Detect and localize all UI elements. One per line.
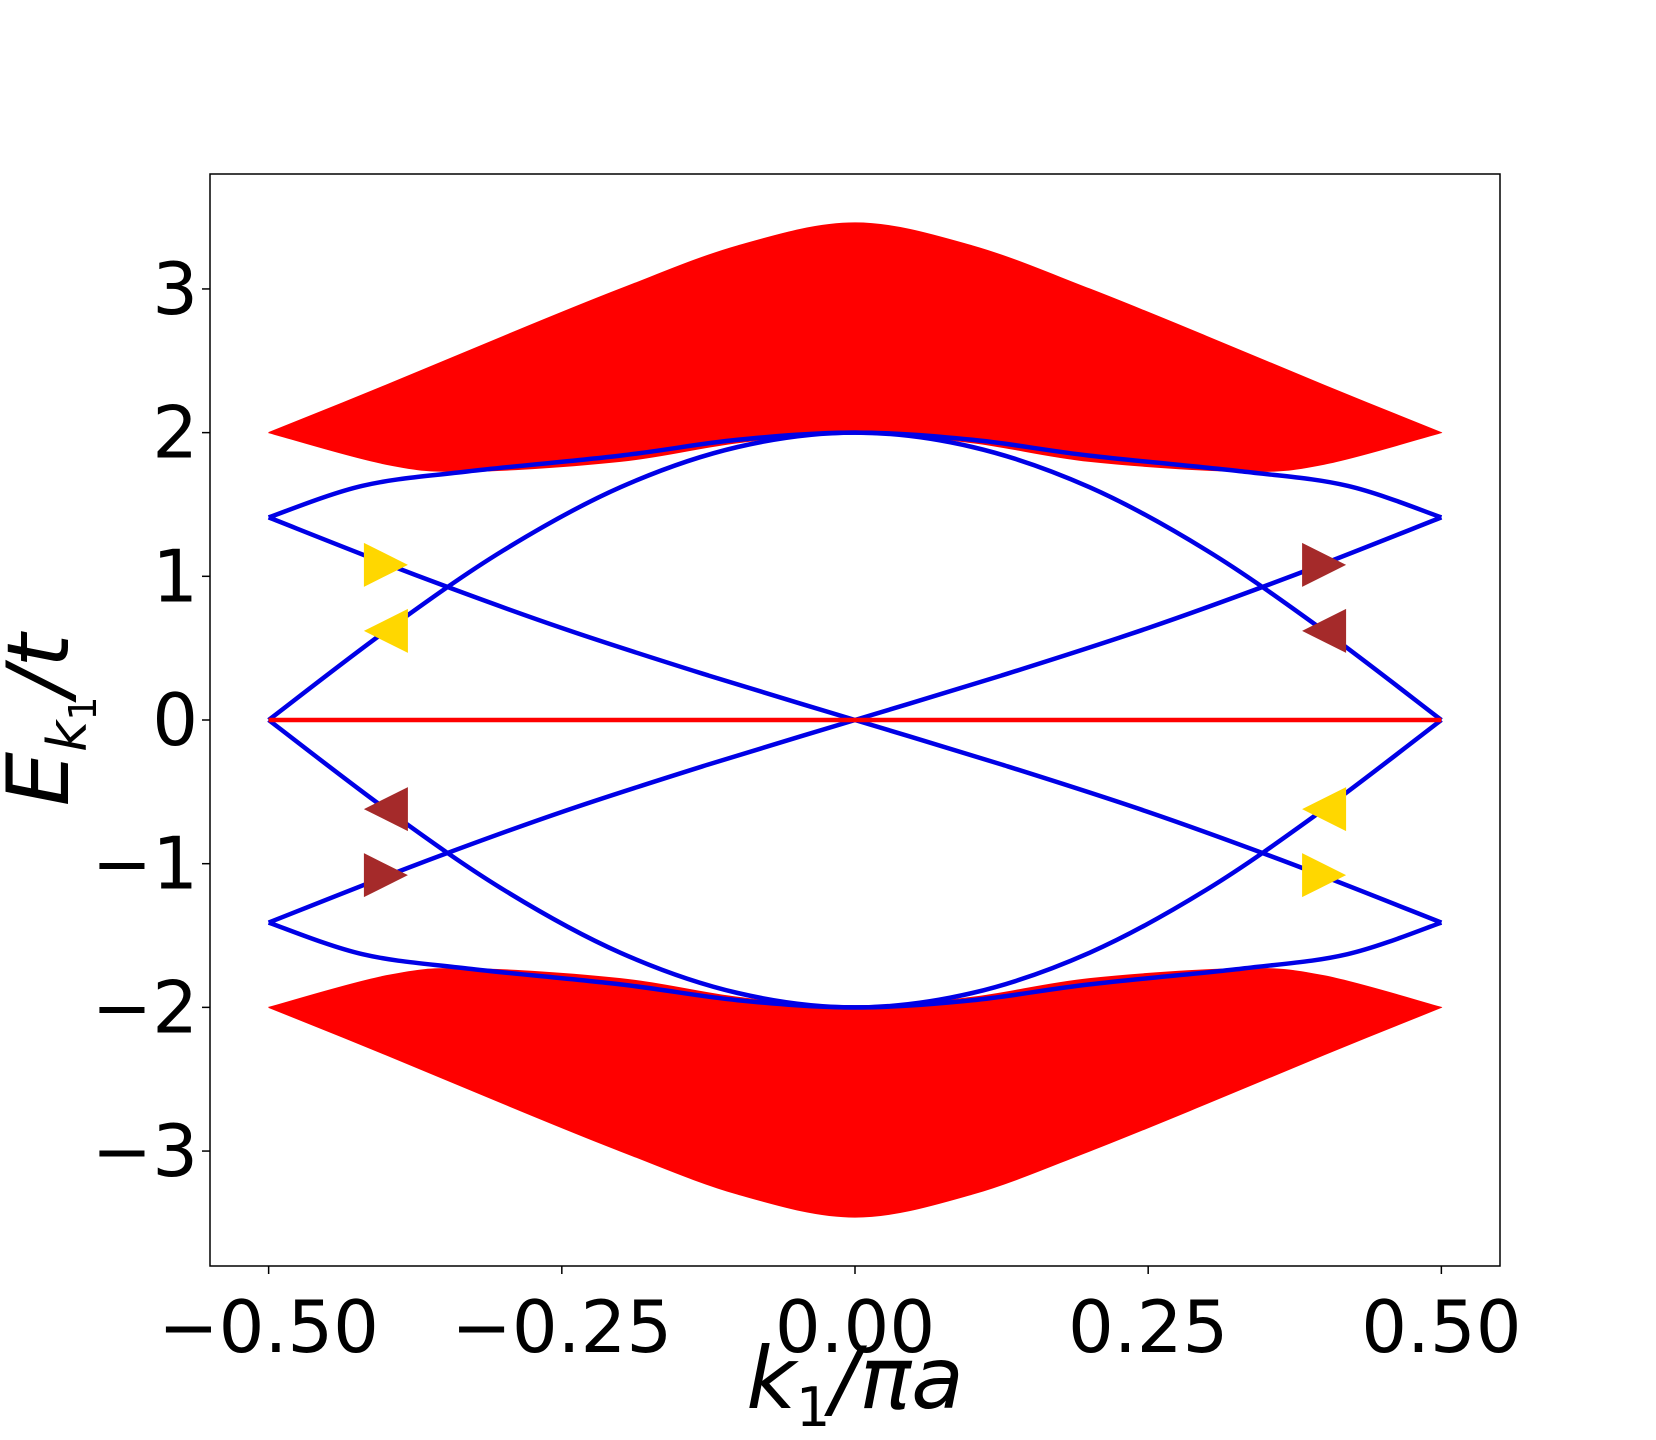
y-axis-label: Ek1/t [0,630,105,806]
x-tick-label: −0.50 [158,1285,379,1369]
y-tick-label: −3 [92,1109,198,1193]
triangle-marker-3 [363,787,408,832]
bulk-band-upper [268,222,1443,472]
y-axis-label-rest: /t [0,630,89,703]
triangle-marker-1 [363,542,408,587]
y-tick-label: −1 [92,822,198,906]
triangle-marker-6 [1302,608,1347,653]
y-tick-label: 0 [152,678,198,762]
y-tick-label: 2 [152,391,198,475]
triangle-marker-7 [1302,787,1347,832]
triangle-marker-2 [363,608,408,653]
y-axis-label-subsubscript: 1 [61,696,105,720]
x-axis-label: k1/πa [746,1329,964,1439]
x-tick-label: 0.00 [775,1285,935,1369]
edge-state-line-5 [267,430,1443,722]
y-tick-label: −2 [92,965,198,1049]
y-tick-label: 1 [152,534,198,618]
y-axis-label-subscript: k [36,718,99,752]
triangle-marker-8 [1302,853,1347,898]
triangle-marker-4 [363,853,408,898]
y-tick-label: 3 [152,247,198,331]
x-axis-label-subscript: 1 [796,1376,830,1439]
plot-area [267,222,1443,1218]
x-tick-label: −0.25 [451,1285,672,1369]
x-axis-label-rest: /πa [823,1329,963,1429]
triangle-marker-5 [1302,542,1347,587]
axis-ticks: −0.50 −0.25 0.00 0.25 0.50 3 2 1 0 −1 −2 −3 [92,247,1522,1369]
x-axis-label-main: k [746,1329,799,1429]
x-tick-label: 0.50 [1361,1285,1521,1369]
edge-state-line-6 [267,718,1443,1010]
y-axis-label-main: E [0,751,89,806]
bulk-band-lower [268,968,1443,1218]
x-tick-label: 0.25 [1068,1285,1228,1369]
